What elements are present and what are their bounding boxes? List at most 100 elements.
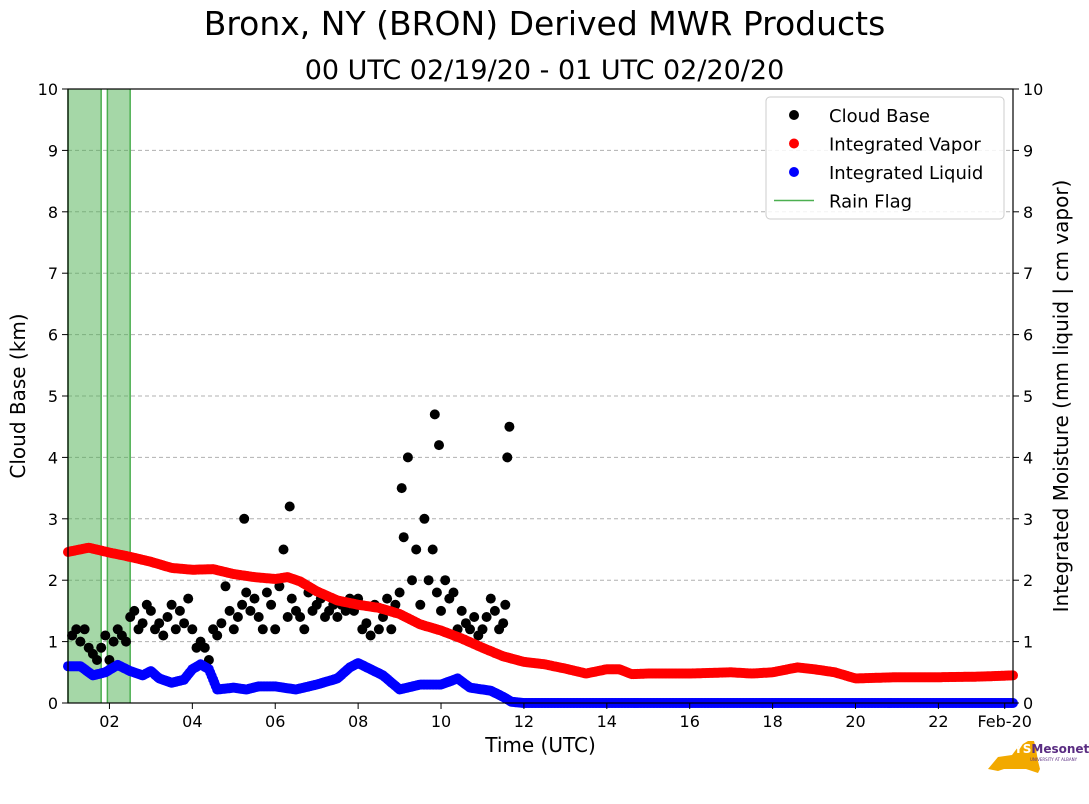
legend-marker <box>789 138 799 149</box>
logo-subtext: UNIVERSITY AT ALBANY <box>1030 757 1078 762</box>
y-tick-label-left: 4 <box>48 448 58 467</box>
chart-subtitle: 00 UTC 02/19/20 - 01 UTC 02/20/20 <box>304 55 785 86</box>
y-tick-label-right: 6 <box>1023 326 1033 345</box>
y-tick-label-left: 5 <box>48 387 58 406</box>
data-point <box>465 624 475 635</box>
y-tick-label-left: 7 <box>48 264 58 283</box>
data-point <box>431 587 442 598</box>
data-point <box>249 593 260 604</box>
data-point <box>199 642 210 653</box>
series-integrated-vapor <box>63 542 1018 684</box>
data-point <box>145 605 156 616</box>
data-point <box>129 605 140 616</box>
data-point <box>104 655 115 665</box>
x-tick-label: 10 <box>431 712 451 731</box>
data-point <box>284 501 295 512</box>
data-point <box>407 575 417 586</box>
rain-flag-span <box>68 89 102 703</box>
new-york-state-shape <box>988 741 1040 773</box>
data-point <box>100 630 111 641</box>
y-tick-label-right: 5 <box>1023 387 1033 406</box>
x-tick-label: 06 <box>265 712 285 731</box>
rain-flag-layer <box>67 89 131 703</box>
y-tick-label-right: 1 <box>1023 633 1033 652</box>
data-point <box>485 593 496 604</box>
data-point <box>456 605 467 616</box>
data-point <box>434 440 444 451</box>
data-point <box>504 421 515 432</box>
data-point <box>415 599 426 610</box>
data-point <box>402 452 413 463</box>
data-point <box>398 532 409 543</box>
data-point <box>121 636 131 647</box>
legend-box <box>765 96 1005 220</box>
legend-marker <box>789 110 799 120</box>
nys-mesonet-logo <box>988 741 1040 773</box>
x-axis-label: Time (UTC) <box>484 733 596 757</box>
x-tick-label: 12 <box>514 712 534 731</box>
data-point <box>500 599 511 610</box>
data-point <box>489 605 500 616</box>
x-tick-label: 16 <box>680 712 700 731</box>
y-tick-label-right: 3 <box>1023 510 1033 529</box>
data-point <box>365 630 376 641</box>
data-point <box>394 587 405 598</box>
y-tick-label-right: 0 <box>1023 694 1033 713</box>
data-point <box>429 409 440 420</box>
y-axis-label-left: Cloud Base (km) <box>6 313 30 478</box>
data-point <box>266 599 277 610</box>
rain-flag-span <box>107 89 131 703</box>
data-point <box>187 624 198 635</box>
y-tick-label-right: 4 <box>1023 448 1033 467</box>
data-point <box>423 575 434 586</box>
data-point <box>340 605 351 616</box>
x-tick-label: 04 <box>182 712 202 731</box>
data-point <box>411 544 422 555</box>
data-point <box>75 636 86 647</box>
data-point <box>332 612 343 622</box>
data-point <box>477 624 488 635</box>
data-point <box>261 587 272 598</box>
series-layer <box>63 409 1018 708</box>
legend-label: Cloud Base <box>829 106 930 127</box>
data-point <box>239 513 250 524</box>
data-point <box>498 618 509 629</box>
data-point <box>224 605 235 616</box>
x-tick-label: 20 <box>845 712 865 731</box>
data-point <box>92 655 102 665</box>
data-point <box>79 624 90 635</box>
data-point <box>232 612 243 622</box>
data-point <box>137 618 148 629</box>
data-point <box>237 599 248 610</box>
y-tick-label-left: 10 <box>38 80 58 99</box>
y-tick-label-left: 6 <box>48 326 58 345</box>
data-point <box>257 624 268 635</box>
data-point <box>373 624 384 635</box>
data-point <box>396 483 407 494</box>
y-tick-label-left: 0 <box>48 694 58 713</box>
x-tick-label: 02 <box>99 712 119 731</box>
data-point <box>179 618 190 629</box>
axes: 02 04 06 08 10 12 14 16 18 20 22 Feb-200 01 12 23 34 45 5… <box>38 80 1044 731</box>
data-point <box>436 605 446 616</box>
legend-label: Integrated Liquid <box>829 163 983 184</box>
y-tick-label-right: 9 <box>1023 141 1033 160</box>
y-tick-label-right: 7 <box>1023 264 1033 283</box>
data-point <box>295 612 306 622</box>
data-point <box>166 599 177 610</box>
y-tick-label-left: 8 <box>48 203 58 222</box>
data-point <box>108 636 119 647</box>
y-tick-label-left: 2 <box>48 571 58 590</box>
y-tick-label-left: 1 <box>48 633 58 652</box>
data-point <box>162 612 173 622</box>
x-tick-label: Feb-20 <box>977 712 1031 731</box>
data-point <box>71 624 82 635</box>
data-point <box>278 544 289 555</box>
legend-marker <box>789 167 799 177</box>
chart-title: Bronx, NY (BRON) Derived MWR Products <box>203 4 886 43</box>
y-tick-label-left: 9 <box>48 141 58 160</box>
x-tick-label: 08 <box>348 712 368 731</box>
data-point <box>220 581 231 592</box>
data-point <box>253 612 264 622</box>
data-point <box>228 624 239 635</box>
